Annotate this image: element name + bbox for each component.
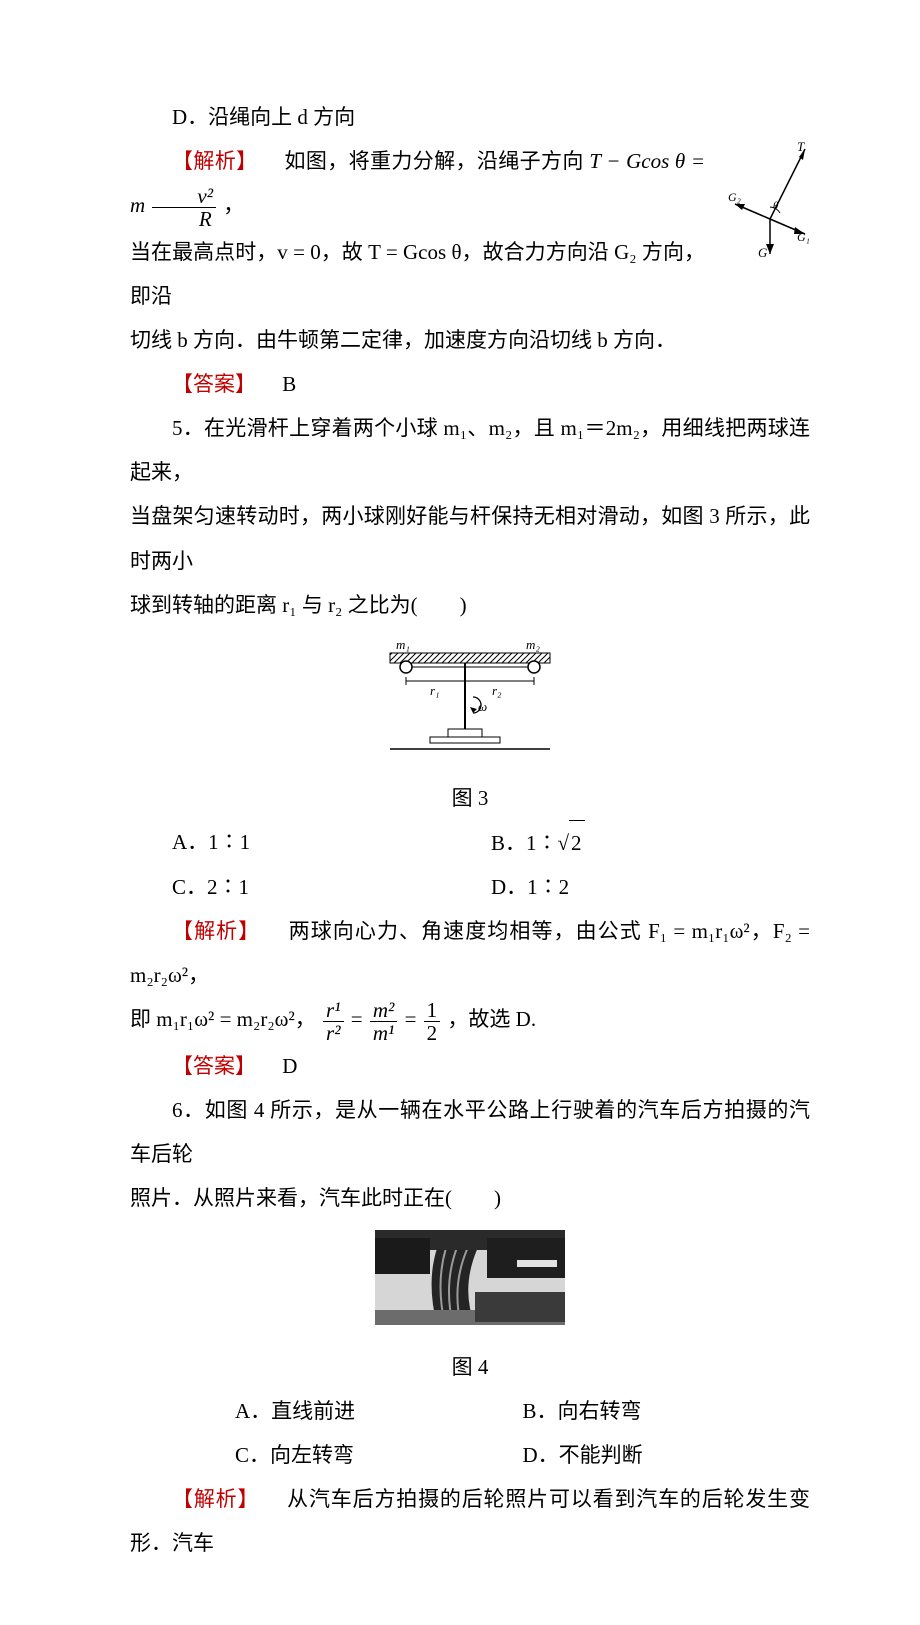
- svg-text:G₂: G₂: [728, 190, 741, 204]
- frac-num: 1: [424, 999, 441, 1022]
- svg-text:r₂: r₂: [492, 683, 502, 698]
- sqrt-radicand: 2: [569, 820, 585, 865]
- frac-num: r¹: [323, 999, 343, 1022]
- q6-stem-a: 6．如图 4 所示，是从一辆在水平公路上行驶着的汽车后方拍摄的汽车后轮: [130, 1088, 810, 1176]
- q6-option-c: C．向左转弯: [235, 1433, 523, 1477]
- text: ，故选 D.: [447, 1007, 536, 1031]
- answer-label: 【答案】: [172, 372, 256, 396]
- svg-text:T: T: [797, 139, 805, 154]
- q5-analysis-b: 即 m₁r₁ω² = m₂r₂ω²， r¹ r² = m² m¹ = 1 2 ，…: [130, 997, 810, 1044]
- frac-den: R: [152, 208, 216, 230]
- analysis-label: 【解析】: [172, 919, 260, 943]
- q5-option-b: B．1∶√2: [491, 820, 810, 865]
- q6-photo: [130, 1230, 810, 1340]
- svg-text:θ: θ: [773, 200, 779, 212]
- q6-analysis-a: 【解析】 从汽车后方拍摄的后轮照片可以看到汽车的后轮发生变形．汽车: [130, 1477, 810, 1565]
- q4-answer: 【答案】 B: [130, 362, 810, 406]
- svg-text:G: G: [758, 245, 768, 259]
- q4-option-d: D．沿绳向上 d 方向: [130, 95, 810, 139]
- frac-num: v²: [152, 185, 216, 208]
- answer-value: D: [282, 1054, 297, 1078]
- q4-analysis-line3: 切线 b 方向．由牛顿第二定律，加速度方向沿切线 b 方向．: [130, 318, 810, 362]
- answer-label: 【答案】: [172, 1054, 256, 1078]
- svg-text:m₁: m₁: [396, 637, 410, 652]
- q5-analysis-a: 【解析】 两球向心力、角速度均相等，由公式 F₁ = m₁r₁ω²，F₂ = m…: [130, 909, 810, 997]
- answer-value: B: [282, 372, 296, 396]
- q5-options: A．1∶1 B．1∶√2 C．2∶1 D．1∶2: [172, 820, 810, 909]
- q5-option-c: C．2∶1: [172, 865, 491, 909]
- text: 即 m₁r₁ω² = m₂r₂ω²，: [130, 1007, 316, 1031]
- q6-option-a: A．直线前进: [235, 1389, 523, 1433]
- svg-text:m₂: m₂: [526, 637, 540, 652]
- text: 如图，将重力分解，沿绳子方向: [285, 149, 590, 173]
- q6-option-b: B．向右转弯: [523, 1389, 811, 1433]
- analysis-label: 【解析】: [172, 1487, 259, 1511]
- q6-options: A．直线前进 B．向右转弯 C．向左转弯 D．不能判断: [235, 1389, 810, 1477]
- frac-den: 2: [424, 1022, 441, 1044]
- q5-option-a: A．1∶1: [172, 820, 491, 865]
- q5-stem-a: 5．在光滑杆上穿着两个小球 m₁、m₂，且 m₁＝2m₂，用细线把两球连起来，: [130, 406, 810, 494]
- q4-analysis-line1: 【解析】 如图，将重力分解，沿绳子方向 T − Gcos θ = m v² R …: [130, 139, 810, 230]
- q5-stem-b: 当盘架匀速转动时，两小球刚好能与杆保持无相对滑动，如图 3 所示，此时两小: [130, 494, 810, 582]
- q5-answer: 【答案】 D: [130, 1044, 810, 1088]
- text: B．1∶: [491, 831, 558, 855]
- q6-stem-b: 照片．从照片来看，汽车此时正在( ): [130, 1176, 810, 1220]
- eq: =: [405, 1007, 422, 1031]
- frac-num: m²: [370, 999, 397, 1022]
- svg-text:G₁: G₁: [797, 230, 810, 244]
- q4-analysis-line2: 当在最高点时，v = 0，故 T = Gcos θ，故合力方向沿 G₂ 方向，即…: [130, 230, 810, 318]
- svg-text:r₁: r₁: [430, 683, 440, 698]
- frac-den: r²: [323, 1022, 343, 1044]
- q5-fig-caption: 图 3: [130, 776, 810, 820]
- text: ，: [223, 193, 244, 217]
- analysis-label: 【解析】: [172, 149, 258, 173]
- q6-option-d: D．不能判断: [523, 1433, 811, 1477]
- eq: =: [351, 1007, 368, 1031]
- svg-text:ω: ω: [478, 699, 487, 714]
- q4-force-diagram: T G₂ G₁ G θ: [715, 139, 810, 274]
- q6-fig-caption: 图 4: [130, 1345, 810, 1389]
- q5-stem-c: 球到转轴的距离 r₁ 与 r₂ 之比为( ): [130, 583, 810, 627]
- q5-diagram: m₁ m₂ r₁ r₂ ω: [130, 637, 810, 772]
- frac-den: m¹: [370, 1022, 397, 1044]
- q5-option-d: D．1∶2: [491, 865, 810, 909]
